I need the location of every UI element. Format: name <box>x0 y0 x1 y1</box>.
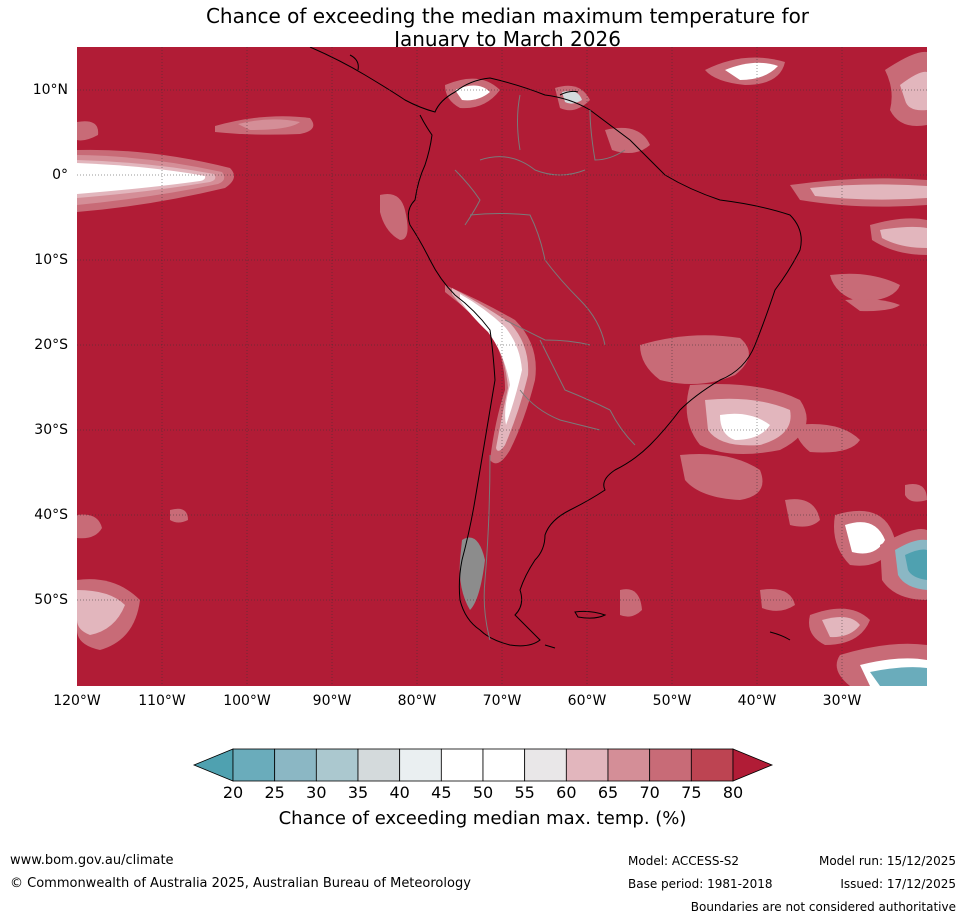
colorbar-cell <box>357 748 401 782</box>
colorbar-tick-label: 70 <box>639 783 660 802</box>
lat-label-50s: 50°S <box>34 592 68 608</box>
lon-label-120w: 120°W <box>53 693 101 709</box>
colorbar-cell <box>565 748 609 782</box>
footer-base-period: Base period: 1981-2018 <box>628 877 773 891</box>
colorbar-tick-label: 20 <box>222 783 244 802</box>
pacific-cool-tongue <box>77 149 234 212</box>
colorbar-cell <box>399 748 442 782</box>
lat-label-10n: 10°N <box>32 82 68 98</box>
colorbar-tick-label: 55 <box>514 783 535 802</box>
colorbar-cell <box>274 748 317 782</box>
colorbar-label: Chance of exceeding median max. temp. (%… <box>278 808 687 829</box>
lon-label-90w: 90°W <box>312 693 352 709</box>
footer-copyright: © Commonwealth of Australia 2025, Austra… <box>10 876 471 891</box>
lon-label-60w: 60°W <box>567 693 607 709</box>
colorbar-tick-label: 60 <box>556 783 577 802</box>
lat-label-40s: 40°S <box>34 507 68 523</box>
lon-label-70w: 70°W <box>482 693 522 709</box>
colorbar-tick-label: 75 <box>681 783 702 802</box>
colorbar-cell <box>524 748 567 782</box>
colorbar-extend-high <box>732 748 774 782</box>
coastlines <box>309 47 802 649</box>
colorbar-cell <box>440 748 484 782</box>
map-title-line-2: January to March 2026 <box>394 27 621 51</box>
colorbar-tick-label: 30 <box>306 783 327 802</box>
footer-disclaimer: Boundaries are not considered authoritat… <box>690 900 956 914</box>
colorbar-cell <box>649 748 692 782</box>
map-title-line-1: Chance of exceeding the median maximum t… <box>205 4 810 28</box>
footer-issued: Issued: 17/12/2025 <box>840 877 956 891</box>
forecast-map <box>77 47 927 686</box>
lat-label-30s: 30°S <box>34 422 68 438</box>
colorbar-cell <box>607 748 651 782</box>
colorbar-tick-label: 80 <box>722 783 744 802</box>
map-background <box>77 47 927 686</box>
colorbar-tick-label: 40 <box>389 783 410 802</box>
colorbar-cell <box>315 748 359 782</box>
lat-label-0: 0° <box>52 167 68 183</box>
colorbar-cell <box>690 748 734 782</box>
probability-patches <box>77 51 927 686</box>
footer-model-run: Model run: 15/12/2025 <box>818 854 956 868</box>
lat-label-10s: 10°S <box>34 252 68 268</box>
lat-label-20s: 20°S <box>34 337 68 353</box>
country-boundaries <box>454 94 636 641</box>
colorbar-tick-label: 65 <box>597 783 619 802</box>
andes-cool-band <box>445 285 536 464</box>
lon-label-80w: 80°W <box>397 693 437 709</box>
colorbar-extend-low <box>192 748 234 782</box>
lon-label-40w: 40°W <box>737 693 777 709</box>
colorbar-tick-label: 45 <box>431 783 452 802</box>
footer-url: www.bom.gov.au/climate <box>10 853 174 868</box>
lon-label-110w: 110°W <box>138 693 186 709</box>
colorbar-cell <box>232 748 276 782</box>
colorbar-cell <box>482 748 526 782</box>
colorbar-tick-label: 50 <box>472 783 494 802</box>
graticule <box>77 47 927 686</box>
lon-label-100w: 100°W <box>223 693 271 709</box>
colorbar-tick-label: 35 <box>347 783 369 802</box>
colorbar-tick-label: 25 <box>264 783 285 802</box>
footer-model: Model: ACCESS-S2 <box>628 854 740 868</box>
lon-label-50w: 50°W <box>652 693 692 709</box>
lon-label-30w: 30°W <box>822 693 862 709</box>
